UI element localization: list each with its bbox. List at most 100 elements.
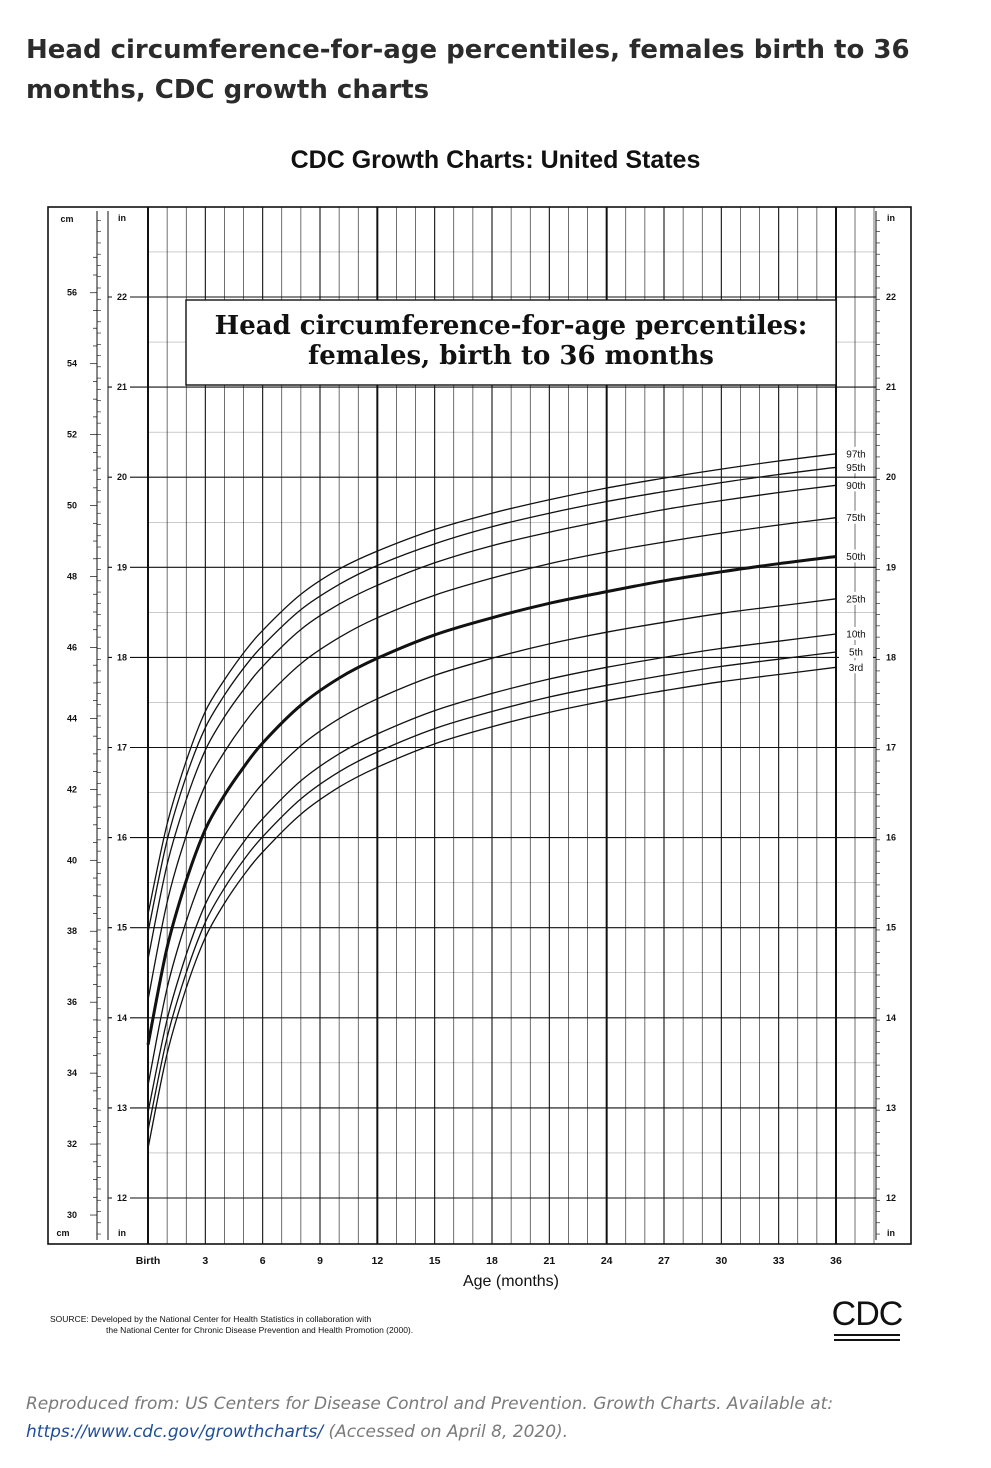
cm-tick-label: 36 bbox=[67, 997, 77, 1007]
percentile-label-bg bbox=[839, 446, 873, 460]
percentile-curve-5th bbox=[147, 651, 837, 1131]
inch-label-bg bbox=[112, 381, 130, 394]
x-tick-label: 30 bbox=[715, 1255, 727, 1267]
page-title: Head circumference-for-age percentiles, … bbox=[26, 35, 910, 105]
source-line-1: SOURCE: Developed by the National Center… bbox=[50, 1314, 372, 1324]
cm-tick-label: 32 bbox=[67, 1139, 77, 1149]
x-tick-label: 3 bbox=[202, 1255, 208, 1267]
inch-label-bg bbox=[112, 471, 130, 484]
x-tick-label: 27 bbox=[658, 1255, 670, 1267]
inch-unit-label-bottom-right: in bbox=[887, 1228, 895, 1238]
cm-tick-label: 52 bbox=[67, 430, 77, 440]
inch-label-bg bbox=[880, 831, 900, 844]
x-tick-label: 36 bbox=[830, 1255, 842, 1267]
inch-label-bg bbox=[880, 1101, 900, 1114]
citation: Reproduced from: US Centers for Disease … bbox=[26, 1390, 966, 1446]
percentile-label-97th: 97th bbox=[846, 449, 865, 460]
inch-tick-label-right: 21 bbox=[886, 382, 896, 392]
cm-tick-label: 42 bbox=[67, 784, 77, 794]
x-tick-label: 9 bbox=[317, 1255, 323, 1267]
chart-frame bbox=[47, 206, 912, 1245]
percentile-label-3rd: 3rd bbox=[849, 663, 863, 674]
percentile-label-bg bbox=[839, 549, 873, 563]
inch-tick-label-right: 20 bbox=[886, 472, 896, 482]
percentile-curve-25th bbox=[147, 598, 837, 1086]
percentile-label-75th: 75th bbox=[846, 513, 865, 524]
percentile-label-90th: 90th bbox=[846, 481, 865, 492]
percentile-label-50th: 50th bbox=[846, 552, 865, 563]
x-tick-label: 15 bbox=[429, 1255, 441, 1267]
inch-tick-label-right: 14 bbox=[886, 1013, 896, 1023]
inch-tick-label-right: 16 bbox=[886, 833, 896, 843]
percentile-label-bg bbox=[839, 460, 873, 474]
percentile-label-bg bbox=[839, 510, 873, 524]
percentile-label-bg bbox=[839, 478, 873, 492]
cm-tick-label: 56 bbox=[67, 288, 77, 298]
cdc-logo-text: CDC bbox=[831, 1295, 904, 1333]
inch-label-bg bbox=[112, 1192, 130, 1204]
cm-tick-label: 40 bbox=[67, 855, 77, 865]
percentile-label-95th: 95th bbox=[846, 463, 865, 474]
inch-tick-label-right: 22 bbox=[886, 292, 896, 302]
inch-label-bg bbox=[112, 1101, 130, 1114]
percentile-label-5th: 5th bbox=[849, 647, 863, 658]
percentile-label-25th: 25th bbox=[846, 594, 865, 605]
cm-unit-label-bottom: cm bbox=[56, 1228, 69, 1238]
cm-tick-label: 50 bbox=[67, 501, 77, 511]
inch-tick-label-right: 17 bbox=[886, 743, 896, 753]
cm-tick-label: 38 bbox=[67, 926, 77, 936]
inch-label-bg bbox=[112, 561, 130, 574]
inch-label-bg bbox=[112, 651, 130, 664]
percentile-curve-90th bbox=[147, 484, 837, 960]
x-tick-label: 21 bbox=[543, 1255, 555, 1267]
inch-tick-label-left: 19 bbox=[117, 562, 127, 572]
inch-label-bg bbox=[880, 381, 900, 394]
percentile-curve-97th bbox=[147, 453, 837, 915]
inch-tick-label-right: 13 bbox=[886, 1103, 896, 1113]
inch-tick-label-left: 22 bbox=[117, 292, 127, 302]
x-tick-label: 33 bbox=[773, 1255, 785, 1267]
inch-label-bg bbox=[880, 291, 900, 303]
inch-label-bg bbox=[112, 741, 130, 754]
percentile-curve-95th bbox=[147, 466, 837, 933]
inch-tick-label-right: 18 bbox=[886, 652, 896, 662]
cdc-logo: CDC bbox=[826, 1296, 908, 1348]
percentile-curve-3rd bbox=[147, 666, 837, 1149]
inch-tick-label-right: 15 bbox=[886, 923, 896, 933]
cm-tick-label: 46 bbox=[67, 642, 77, 652]
source-note: SOURCE: Developed by the National Center… bbox=[50, 1314, 413, 1336]
percentile-label-bg bbox=[839, 644, 873, 658]
inch-tick-label-left: 13 bbox=[117, 1103, 127, 1113]
x-tick-label: Birth bbox=[136, 1255, 161, 1267]
inch-tick-label-left: 20 bbox=[117, 472, 127, 482]
inch-label-bg bbox=[880, 471, 900, 484]
inch-tick-label-right: 19 bbox=[886, 562, 896, 572]
cm-tick-label: 54 bbox=[67, 359, 77, 369]
inch-label-bg bbox=[880, 741, 900, 754]
chart-heading: CDC Growth Charts: United States bbox=[290, 146, 701, 174]
inch-tick-label-right: 12 bbox=[886, 1193, 896, 1203]
cm-tick-label: 30 bbox=[67, 1210, 77, 1220]
inch-unit-label-top-left: in bbox=[118, 213, 126, 223]
inch-label-bg bbox=[880, 1011, 900, 1024]
cm-tick-label: 48 bbox=[67, 572, 77, 582]
cdc-logo-rule bbox=[834, 1334, 900, 1341]
x-tick-label: 24 bbox=[601, 1255, 613, 1267]
citation-link[interactable]: https://www.cdc.gov/growthcharts/ bbox=[26, 1422, 324, 1442]
inch-tick-label-left: 21 bbox=[117, 382, 127, 392]
chart-title-box bbox=[185, 299, 837, 386]
inch-tick-label-left: 16 bbox=[117, 833, 127, 843]
inch-label-bg bbox=[880, 1192, 900, 1204]
inch-unit-label-top-right: in bbox=[887, 213, 895, 223]
inch-label-bg bbox=[880, 561, 900, 574]
inch-tick-label-left: 18 bbox=[117, 652, 127, 662]
inch-tick-label-left: 17 bbox=[117, 743, 127, 753]
x-axis-label: Age (months) bbox=[463, 1273, 559, 1290]
inch-label-bg bbox=[112, 921, 130, 934]
cm-unit-label-top: cm bbox=[60, 214, 73, 224]
chart-title: Head circumference-for-age percentiles: bbox=[215, 311, 808, 341]
percentile-label-bg bbox=[839, 591, 873, 605]
citation-text: Reproduced from: US Centers for Disease … bbox=[26, 1394, 834, 1414]
x-tick-label: 6 bbox=[260, 1255, 266, 1267]
